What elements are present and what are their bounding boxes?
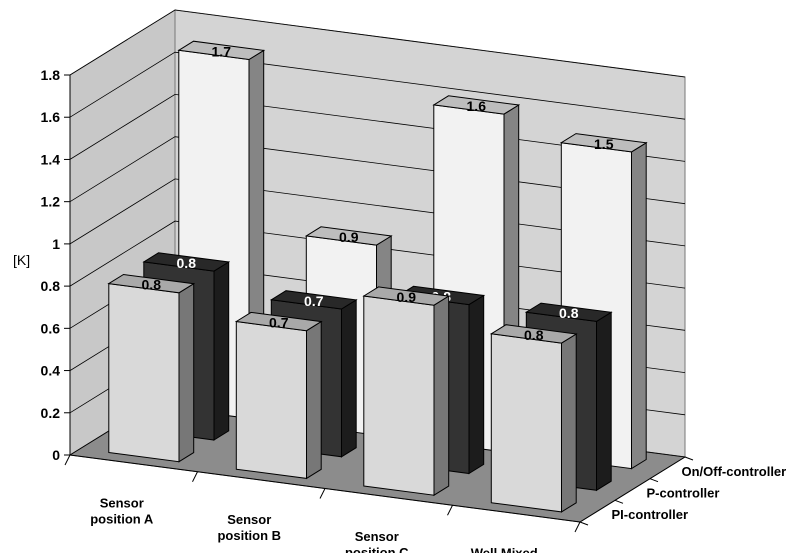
data-label: 1.7 [212,43,232,59]
series-label: PI-controller [612,507,689,522]
bar-side [433,295,450,497]
y-tick-label: 0.8 [41,278,61,294]
bar-top [362,286,451,306]
bar-front [108,283,180,463]
bar: 0.7 [234,311,323,480]
bar-front [490,333,562,513]
bar-side [306,320,322,480]
data-label: 0.9 [397,289,417,305]
bar-front [363,295,435,496]
bar: 0.9 [362,286,451,497]
bar-top [142,252,231,272]
depth-tick [684,456,694,461]
data-label: 1.5 [594,136,614,152]
data-label: 0.7 [304,293,324,309]
bar-top [177,40,266,61]
bar: 0.8 [489,324,578,513]
y-tick-label: 0.6 [41,320,61,336]
bars: 1.70.91.61.50.80.70.80.80.80.70.90.8 [107,40,648,513]
x-tick [319,488,326,499]
bar-side [341,299,357,458]
data-label: 0.8 [524,327,544,343]
bar-top [559,133,648,153]
data-label: 0.8 [142,277,162,293]
bar-top [489,324,578,344]
bar-top [269,290,358,310]
y-tick-label: 0 [52,447,60,463]
y-tick-label: 1.2 [41,194,61,210]
bar-side [631,141,647,470]
y-tick-label: 1.4 [41,151,61,167]
x-tick [574,521,581,533]
axes: 0 0.2 0.4 0.6 0.8 1 1.2 1.4 1.6 1.8 [K] Sensor posit… [13,67,786,553]
y-tick-label: 1.6 [41,109,61,125]
x-tick [447,505,453,516]
bar-top [304,226,393,246]
data-label: 0.8 [177,255,197,271]
depth-axis-line [579,456,686,523]
bar-top [234,311,323,332]
y-tick-label: 1.8 [41,67,61,83]
bar-side [178,282,195,463]
bar-side [468,294,485,475]
y-tick-label: 1 [52,236,60,252]
depth-tick [579,521,589,526]
x-tick [192,471,198,482]
bar-side [213,261,230,441]
y-tick-label: 0.4 [41,363,61,379]
y-tick-label: 0.2 [41,405,61,421]
depth-tick [649,478,659,483]
category-label: Sensor position B [217,512,281,543]
data-label: 1.6 [467,98,487,114]
data-label: 0.9 [339,229,359,245]
bar: 0.8 [107,273,196,463]
series-label: P-controller [647,486,720,501]
x-tick [64,454,71,466]
y-axis-label: [K] [13,252,30,268]
gridline [69,9,686,78]
bar-top [524,302,613,322]
bar-side [561,333,577,513]
category-label: Sensor position C [345,529,409,553]
depth-tick [614,499,624,504]
data-label: 0.7 [269,315,289,331]
bar-top [432,95,521,115]
bar-side [596,311,612,492]
bar-front [235,320,307,479]
category-label: Sensor position A [90,495,154,526]
bar-top [107,273,196,294]
series-label: On/Off-controller [682,464,787,479]
gridline [69,51,686,120]
category-label: Well Mixedmodel [471,546,538,553]
data-label: 0.8 [559,305,579,321]
